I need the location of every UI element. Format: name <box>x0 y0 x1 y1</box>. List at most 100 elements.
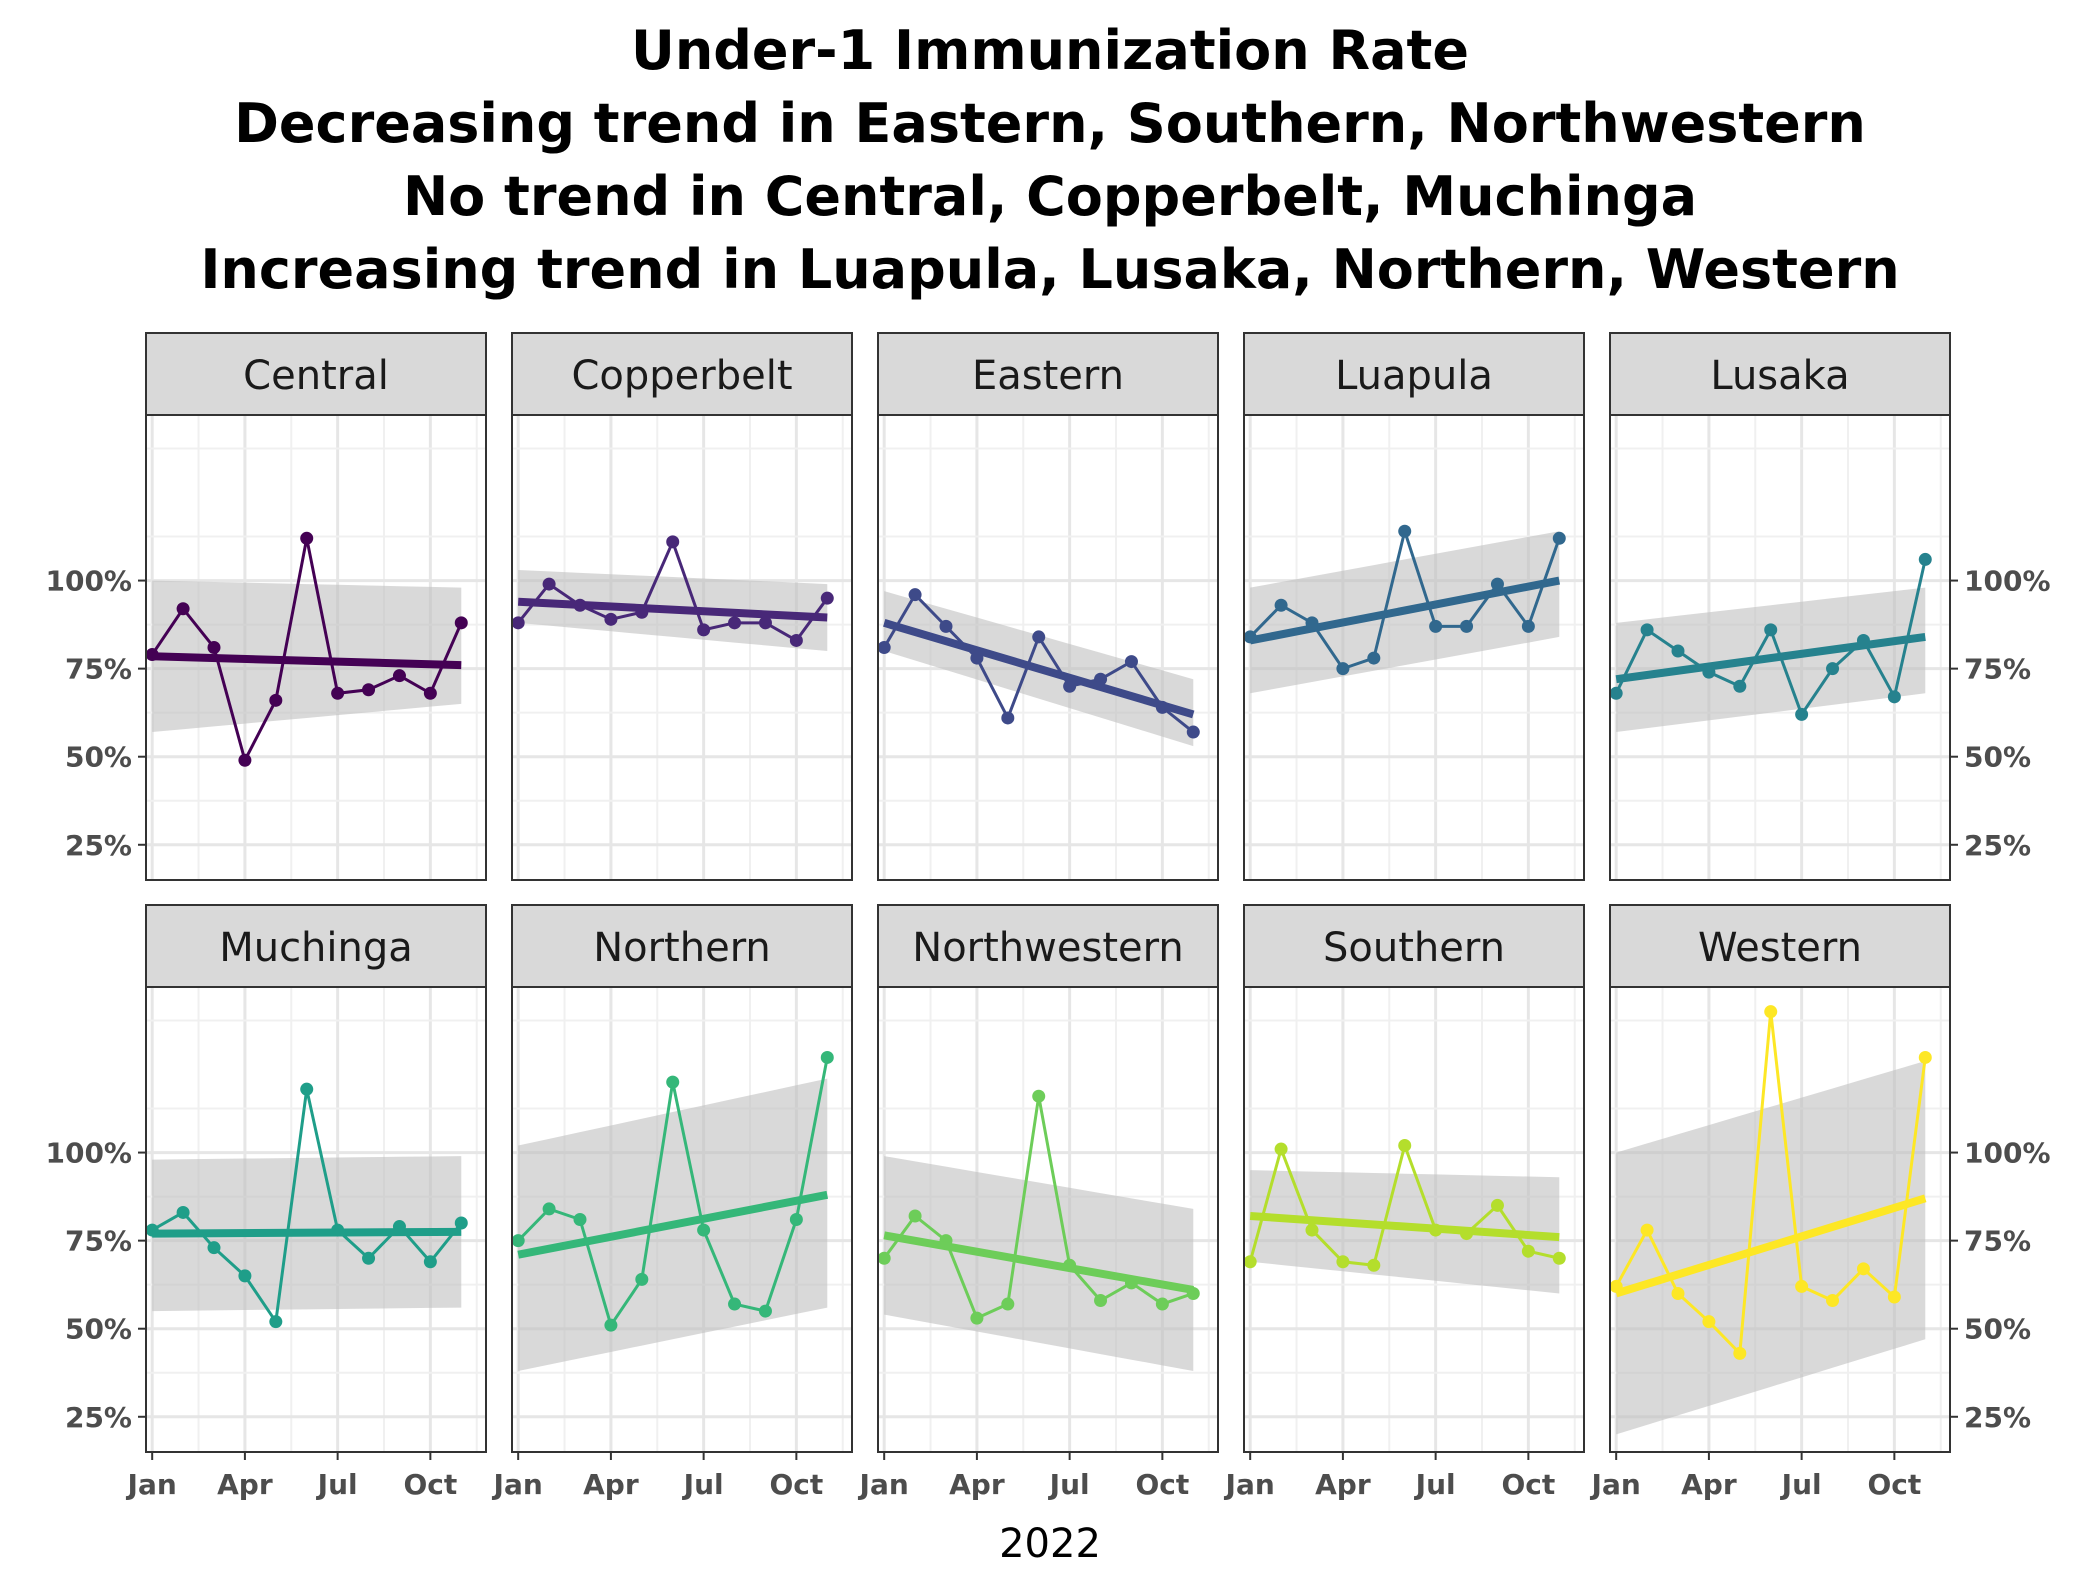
data-point <box>1305 1223 1319 1237</box>
trend-line-eastern <box>883 619 1195 719</box>
data-point <box>1521 1244 1535 1258</box>
strip-central <box>145 332 487 416</box>
title-line-1: Under-1 Immunization Rate <box>630 19 1469 82</box>
panel-central: Central 25% 50% 75% 100% <box>45 332 487 881</box>
data-point <box>635 1272 649 1286</box>
data-point <box>820 1050 834 1064</box>
panel-western: Western 25% 50% 75% 100% Jan Apr Jul Oct <box>1590 904 2051 1501</box>
data-point <box>1856 1262 1870 1276</box>
data-point <box>331 686 345 700</box>
data-point <box>238 753 252 767</box>
strip-label-lusaka: Lusaka <box>1710 353 1849 399</box>
title-line-2: Decreasing trend in Eastern, Southern, N… <box>234 92 1866 155</box>
data-point <box>1155 1297 1169 1311</box>
data-point <box>1918 552 1932 566</box>
panel-border <box>1243 986 1585 1453</box>
data-point <box>877 1251 891 1265</box>
panel-border <box>145 414 487 881</box>
data-point <box>1795 1279 1809 1293</box>
data-point <box>454 1216 468 1230</box>
data-point <box>1490 577 1504 591</box>
strip-western <box>1609 904 1951 988</box>
strip-label-muchinga: Muchinga <box>219 925 413 971</box>
data-point <box>1552 1251 1566 1265</box>
data-point <box>1243 1255 1257 1269</box>
strip-label-copperbelt: Copperbelt <box>571 353 792 399</box>
strip-eastern <box>877 332 1219 416</box>
trend-line-muchinga <box>152 1227 462 1238</box>
x-tick-label: Jul <box>1780 1468 1822 1501</box>
x-tick-label: Apr <box>949 1468 1005 1501</box>
data-point <box>1552 531 1566 545</box>
panel-border <box>511 414 853 881</box>
panel-muchinga: Muchinga 25% 50% 75% 100% Jan Apr Jul Oct <box>45 904 487 1501</box>
y-tick-label: 75% <box>65 653 132 686</box>
trend-line-northwestern <box>883 1231 1194 1294</box>
y-tick-label: 25% <box>65 829 132 862</box>
data-point <box>1274 598 1288 612</box>
panel-border <box>1609 986 1951 1453</box>
data-point <box>1640 623 1654 637</box>
y-tick-label: 75% <box>65 1225 132 1258</box>
y-tick-label: 100% <box>45 1137 132 1170</box>
data-point <box>789 633 803 647</box>
strip-label-western: Western <box>1698 925 1862 971</box>
data-point <box>1609 686 1623 700</box>
data-point <box>423 1255 437 1269</box>
x-tick-label: Jan <box>126 1468 177 1501</box>
data-point <box>1460 619 1474 633</box>
y-tick-label: 50% <box>65 741 132 774</box>
panel-eastern: Eastern <box>877 332 1219 881</box>
data-point <box>758 1304 772 1318</box>
data-point <box>1367 651 1381 665</box>
panel-northwestern: Northwestern Jan Apr Jul Oct <box>858 904 1219 1501</box>
x-tick-label: Apr <box>583 1468 639 1501</box>
title-line-4: Increasing trend in Luapula, Lusaka, Nor… <box>200 238 1900 301</box>
data-point <box>542 1202 556 1216</box>
data-point <box>1702 1315 1716 1329</box>
data-point <box>666 535 680 549</box>
strip-lusaka <box>1609 332 1951 416</box>
data-point <box>1826 662 1840 676</box>
data-point <box>362 683 376 697</box>
data-point <box>1398 1139 1412 1153</box>
y-tick-label: 100% <box>1964 565 2051 598</box>
data-point <box>176 1205 190 1219</box>
panel-border <box>511 986 853 1453</box>
trend-line-western <box>1615 1194 1927 1298</box>
y-tick-label: 100% <box>1964 1137 2051 1170</box>
x-tick-label: Apr <box>1681 1468 1737 1501</box>
x-tick-label: Jan <box>858 1468 909 1501</box>
data-point <box>728 1297 742 1311</box>
data-point <box>300 531 314 545</box>
x-tick-label: Oct <box>403 1468 457 1501</box>
data-point <box>573 1213 587 1226</box>
data-point <box>1001 711 1015 725</box>
data-point <box>789 1213 803 1226</box>
data-point <box>1274 1142 1288 1156</box>
y-tick-label: 25% <box>65 1401 132 1434</box>
data-point <box>1640 1223 1654 1237</box>
y-tick-label: 25% <box>1964 829 2031 862</box>
y-tick-label: 75% <box>1964 1225 2031 1258</box>
panel-border <box>1243 414 1585 881</box>
x-tick-label: Jul <box>316 1468 358 1501</box>
data-point <box>511 1234 525 1248</box>
data-point <box>1671 644 1685 658</box>
data-point <box>1186 725 1200 739</box>
panel-copperbelt: Copperbelt <box>511 332 853 881</box>
panel-southern: Southern Jan Apr Jul Oct <box>1224 904 1585 1501</box>
data-point <box>1733 679 1747 693</box>
data-point <box>877 641 891 654</box>
data-point <box>939 619 953 633</box>
strip-luapula <box>1243 332 1585 416</box>
x-tick-label: Oct <box>769 1468 823 1501</box>
x-tick-label: Jul <box>1048 1468 1090 1501</box>
data-point <box>604 1318 618 1332</box>
data-point <box>1887 690 1901 704</box>
data-point <box>238 1269 252 1283</box>
data-point <box>207 641 221 654</box>
strip-label-central: Central <box>243 353 389 399</box>
strip-label-northern: Northern <box>593 925 771 971</box>
data-point <box>1918 1050 1932 1064</box>
